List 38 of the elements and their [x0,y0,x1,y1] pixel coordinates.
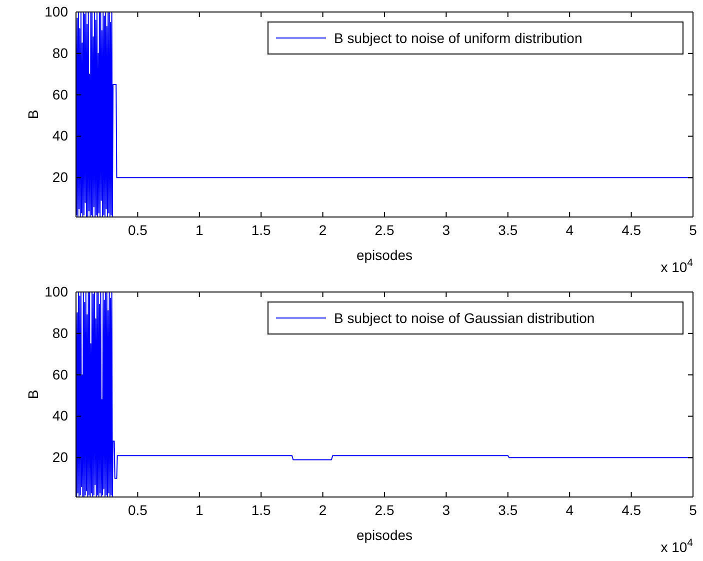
x-tick-label: 2 [318,222,327,238]
x-tick-label: 5 [689,502,698,518]
x-tick-label: 1 [196,222,204,238]
legend-label: B subject to noise of Gaussian distribution [334,310,595,326]
legend-label: B subject to noise of uniform distribution [334,30,582,46]
x-tick-label: 4.5 [622,502,642,518]
x-tick-label: 3 [442,502,450,518]
x-tick-label: 2.5 [374,222,394,238]
x-tick-label: 0.5 [128,502,148,518]
x-tick-label: 3 [442,222,450,238]
x-tick-label: 4 [566,502,574,518]
y-tick-label: 40 [52,128,68,144]
x-tick-label: 3.5 [498,502,518,518]
x-tick-label: 4 [566,222,574,238]
x-tick-label: 2 [318,502,327,518]
x-tick-label: 1.5 [251,502,272,518]
y-axis-title: B [25,390,41,400]
text: x 10$^{4}$ [660,257,694,275]
y-tick-label: 100 [44,3,68,20]
y-axis-title: B [25,110,41,120]
y-tick-label: 100 [44,283,68,300]
x-tick-label: 2.5 [374,502,394,518]
x-axis-title: episodes [356,527,413,543]
y-tick-label: 40 [52,408,68,424]
x-tick-label: 5 [689,222,698,238]
y-tick-label: 60 [52,366,68,382]
y-tick-label: 60 [52,86,68,102]
y-tick-label: 80 [52,324,68,341]
x-tick-label: 1 [196,502,204,518]
y-tick-label: 80 [52,44,68,61]
y-tick-label: 20 [52,449,68,466]
y-tick-label: 20 [52,169,68,186]
x-axis-title: episodes [356,247,413,263]
x-tick-label: 3.5 [498,222,518,238]
x-tick-label: 0.5 [128,222,148,238]
x-tick-label: 1.5 [251,222,272,238]
x-tick-label: 4.5 [622,222,642,238]
text: x 10$^{4}$ [660,537,694,555]
